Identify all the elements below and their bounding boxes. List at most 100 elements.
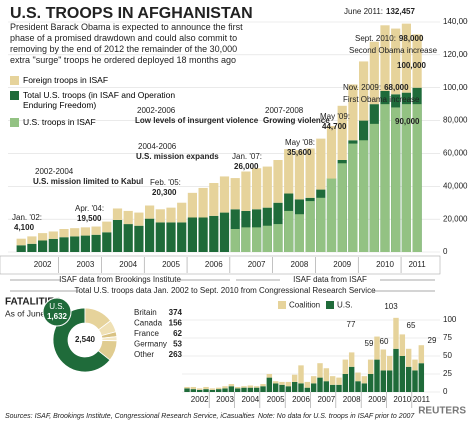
bar <box>145 205 155 219</box>
bar <box>405 348 412 367</box>
bar <box>253 387 260 392</box>
pie-slice <box>97 340 118 361</box>
bar <box>252 227 262 252</box>
bar <box>241 171 251 211</box>
bar <box>262 225 272 252</box>
bar <box>399 356 406 392</box>
bar <box>203 386 209 390</box>
annotation: 2002-2004 U.S. mission limited to Kabul <box>33 167 143 186</box>
legend-swatch <box>278 301 286 309</box>
bar <box>219 212 230 252</box>
bar <box>112 208 123 220</box>
pie-label: Germany <box>134 340 167 349</box>
bar <box>228 384 235 387</box>
annotation-text: Sept. 2010: <box>355 34 396 43</box>
us-badge <box>42 297 72 327</box>
bar <box>198 187 208 218</box>
annotation-value: 4,100 <box>14 223 35 232</box>
bar <box>123 224 133 252</box>
bar <box>260 386 266 392</box>
annotation-text: Second Obama increase <box>349 46 438 55</box>
annotation: 29 <box>428 336 437 345</box>
pie-value: 62 <box>173 329 182 338</box>
bar <box>262 166 272 208</box>
bar <box>102 232 112 252</box>
y-tick-label: 20,000 <box>443 214 468 223</box>
bar <box>418 363 425 392</box>
bar <box>38 240 48 252</box>
bar <box>241 386 247 388</box>
pie-label: Other <box>134 350 154 359</box>
bar <box>266 374 273 378</box>
annotation: 65 <box>407 321 416 330</box>
x-tick-label: 2010 <box>376 260 394 269</box>
bar <box>329 384 336 392</box>
y-tick-label: 0 <box>443 247 448 256</box>
bar <box>326 125 337 179</box>
bar <box>336 377 342 385</box>
y-tick-label: 80,000 <box>443 116 468 125</box>
annotation-value: Low levels of insurgent violence <box>135 116 259 125</box>
annotation: 2007-2008 Growing violence <box>263 106 330 125</box>
y-tick-label: 100 <box>443 315 457 324</box>
bar <box>134 212 144 226</box>
bar <box>16 245 26 252</box>
x-tick-label: 2002 <box>34 260 52 269</box>
fatal-subtitle: As of June 21 <box>5 308 57 318</box>
x-tick-label: 2007 <box>317 395 335 404</box>
bar <box>399 334 406 356</box>
x-tick-label: 2005 <box>162 260 180 269</box>
bar <box>70 228 80 237</box>
bar <box>412 104 422 253</box>
annotation-text: May '08: <box>285 138 315 147</box>
bar <box>294 214 305 252</box>
bar <box>272 383 279 392</box>
y-tick-label: 75 <box>443 333 452 342</box>
bar <box>348 366 355 392</box>
annotation: Jan. '07: 26,000 <box>232 152 262 171</box>
legend-item: U.S. troops in ISAF <box>10 117 183 127</box>
x-tick-label: 2005 <box>267 395 285 404</box>
x-tick-label: 2011 <box>408 260 426 269</box>
bar <box>155 222 165 252</box>
annotation-text: 2007-2008 <box>265 106 304 115</box>
bar <box>219 176 230 213</box>
bar <box>323 381 330 392</box>
bar <box>215 389 222 392</box>
bar <box>355 372 361 382</box>
bar <box>241 227 251 252</box>
bar <box>48 231 58 239</box>
bar <box>348 143 358 252</box>
bar <box>260 384 266 387</box>
bar <box>374 336 380 360</box>
y-tick-label: 120,000 <box>443 50 468 59</box>
bar <box>380 104 390 253</box>
bar <box>166 222 176 252</box>
annotation: First Obama increase <box>343 95 420 104</box>
bar <box>412 34 422 88</box>
bar <box>209 215 219 252</box>
annotation: Feb. '05: 20,300 <box>150 178 181 197</box>
bar <box>304 387 311 392</box>
pie-slice <box>52 307 111 373</box>
bar <box>361 383 368 392</box>
bar <box>247 387 254 392</box>
pie-label: U.S. <box>49 302 65 311</box>
bar <box>27 243 37 252</box>
bar <box>412 359 418 371</box>
bar <box>228 386 235 392</box>
bar <box>304 381 311 388</box>
bar <box>355 381 361 392</box>
bar <box>386 356 393 371</box>
bar <box>222 386 228 389</box>
bar <box>298 383 304 392</box>
source-note: Total U.S. troops data Jan. 2002 to Sept… <box>74 286 376 295</box>
annotation-text: 2002-2006 <box>137 106 176 115</box>
bar <box>177 222 187 252</box>
bar <box>234 388 241 392</box>
bar <box>279 381 285 385</box>
bar <box>316 138 326 190</box>
bar <box>241 387 247 392</box>
